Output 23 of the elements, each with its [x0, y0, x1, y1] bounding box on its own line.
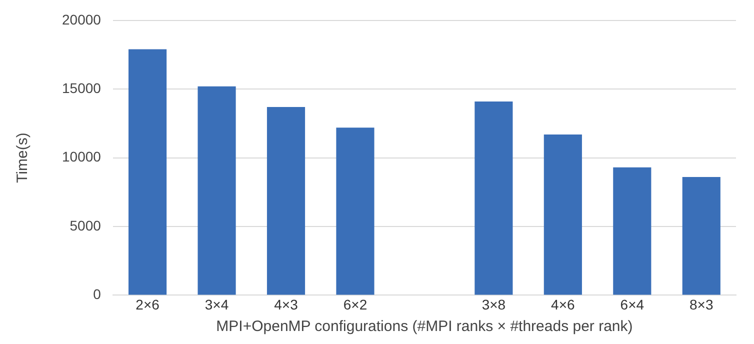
bar	[682, 177, 720, 295]
x-tick-label: 4×3	[274, 296, 298, 312]
x-tick-label: 6×4	[620, 296, 644, 312]
x-tick-label: 4×6	[551, 296, 576, 312]
x-axis-title: MPI+OpenMP configurations (#MPI ranks × #threads per rank)	[216, 318, 633, 336]
bar	[544, 134, 582, 295]
y-tick-label: 15000	[62, 80, 102, 96]
bar	[336, 128, 374, 295]
bar	[266, 106, 306, 295]
x-tick-label: 3×4	[204, 296, 229, 312]
bar	[128, 49, 167, 295]
x-tick-label: 8×3	[690, 296, 714, 312]
y-tick-label: 5000	[70, 217, 102, 234]
bar	[474, 101, 513, 295]
x-tick-label: 3×8	[482, 296, 506, 312]
y-tick-label: 0	[93, 286, 102, 302]
bar	[198, 86, 236, 295]
y-tick-label: 10000	[62, 148, 102, 165]
x-tick-label: 6×2	[343, 296, 368, 312]
bar	[613, 167, 652, 295]
x-tick-label: 2×6	[136, 296, 160, 312]
y-tick-label: 20000	[62, 11, 102, 28]
y-axis-title: Time(s)	[14, 132, 32, 183]
